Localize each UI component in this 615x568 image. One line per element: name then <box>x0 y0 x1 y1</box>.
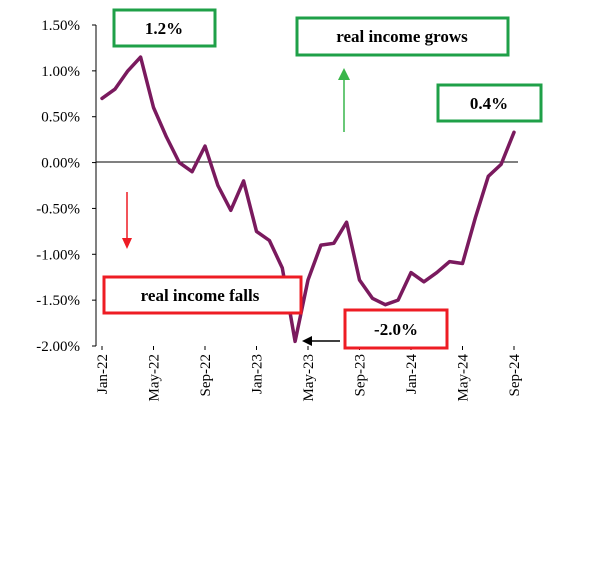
annotation-grows: real income grows <box>295 16 510 57</box>
falls-arrow-head <box>122 238 132 249</box>
minimum-box <box>343 308 449 350</box>
x-tick-label: May-24 <box>456 354 472 402</box>
x-tick-label: Sep-22 <box>198 354 214 397</box>
peak-box <box>112 8 217 48</box>
x-tick-group: Jan-22 May-22 Sep-22 Jan-23 May-23 Sep-23 Jan-… <box>95 346 523 402</box>
grows-arrow-head <box>338 68 350 80</box>
annotation-falls: real income falls <box>102 275 303 315</box>
y-tick-label: -2.00% <box>36 339 80 355</box>
falls-label: real income falls <box>141 286 260 305</box>
y-tick-label: -1.00% <box>36 247 80 263</box>
x-tick-label: Jan-24 <box>404 354 420 394</box>
annotation-peak: 1.2% <box>112 8 217 48</box>
y-tick-label: 0.50% <box>41 110 80 126</box>
x-tick-label: Sep-23 <box>353 354 369 397</box>
y-tick-label: -1.50% <box>36 293 80 309</box>
chart-axes <box>95 25 518 346</box>
x-tick-label: Jan-23 <box>250 354 266 394</box>
y-tick-group: 1.50% 1.00% 0.50% 0.00% -0.50% -1.00% -1.50% -2… <box>36 18 96 355</box>
minimum-label: -2.0% <box>374 320 418 339</box>
falls-box <box>102 275 303 315</box>
y-tick-label: -0.50% <box>36 201 80 217</box>
x-tick-label: May-23 <box>301 354 317 402</box>
x-tick-label: Jan-22 <box>95 354 111 394</box>
x-tick-label: May-22 <box>147 354 163 402</box>
annotation-minimum: -2.0% <box>343 308 449 350</box>
peak-label: 1.2% <box>145 19 183 38</box>
latest-label: 0.4% <box>470 94 508 113</box>
x-tick-label: Sep-24 <box>507 354 523 397</box>
grows-label: real income grows <box>336 27 468 46</box>
grows-box <box>295 16 510 57</box>
y-tick-label: 1.00% <box>41 64 80 80</box>
annotation-latest: 0.4% <box>436 83 543 123</box>
annotation-arrows <box>122 68 350 346</box>
y-tick-label: 0.00% <box>41 156 80 172</box>
min-pointer-head <box>302 336 312 346</box>
latest-box <box>436 83 543 123</box>
series-group <box>100 55 516 344</box>
y-tick-label: 1.50% <box>41 18 80 34</box>
